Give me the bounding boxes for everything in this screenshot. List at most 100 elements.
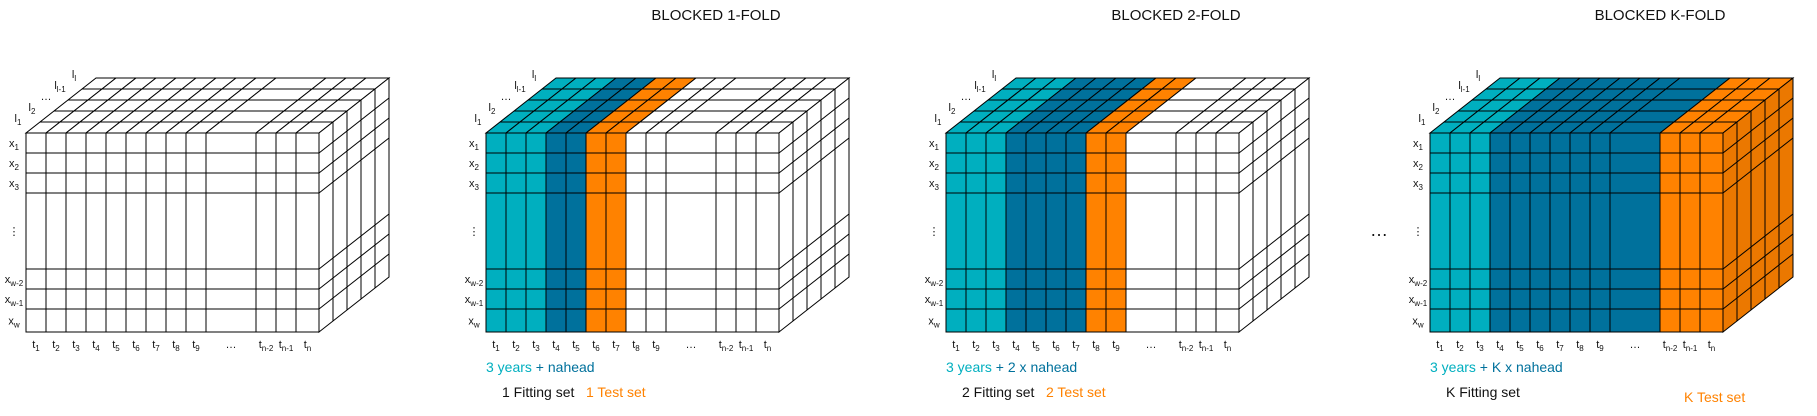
test-set-label: 1 Test set xyxy=(586,384,646,400)
right-row-line xyxy=(778,213,850,270)
right-row-line xyxy=(1722,233,1794,290)
col-label-5: t5 xyxy=(1032,339,1040,353)
front-col-9 xyxy=(1589,132,1611,333)
col-label-10: … xyxy=(226,339,237,351)
front-col-7 xyxy=(145,132,167,333)
col-label-10: … xyxy=(686,339,697,351)
col-label-10: … xyxy=(1146,339,1157,351)
col-label-2: t2 xyxy=(972,339,980,353)
right-row-line xyxy=(1238,253,1310,310)
col-label-8: t8 xyxy=(1576,339,1584,353)
row-label-1: x1 xyxy=(1413,138,1424,152)
col-label-12: tn-1 xyxy=(279,339,294,353)
col-label-13: tn xyxy=(304,339,312,353)
front-col-10 xyxy=(205,132,257,333)
col-label-5: t5 xyxy=(112,339,120,353)
depth-label-1: l1 xyxy=(475,113,482,127)
window-caption: 3 years + K x nahead xyxy=(1430,359,1563,375)
test-set-label: 2 Test set xyxy=(1046,384,1106,400)
col-label-7: t7 xyxy=(612,339,620,353)
depth-label-2: l2 xyxy=(949,102,956,116)
right-row-line xyxy=(1238,137,1310,194)
row-label-2: x2 xyxy=(469,158,480,172)
right-row-line xyxy=(318,233,390,290)
col-label-3: t3 xyxy=(72,339,80,353)
front-col-10 xyxy=(665,132,717,333)
col-label-3: t3 xyxy=(1476,339,1484,353)
depth-label-5: ll xyxy=(1476,69,1480,83)
cube-right-face xyxy=(1722,76,1794,334)
row-label-6: xw-1 xyxy=(465,294,484,308)
cube-right-face xyxy=(1238,76,1310,334)
test-set-label: K Test set xyxy=(1684,389,1745,405)
cube-right-face xyxy=(318,76,390,334)
front-col-13 xyxy=(295,132,320,333)
front-col-8 xyxy=(165,132,187,333)
front-col-3 xyxy=(65,132,87,333)
col-label-2: t2 xyxy=(512,339,520,353)
right-row-line xyxy=(318,97,390,154)
col-label-5: t5 xyxy=(1516,339,1524,353)
col-label-11: tn-2 xyxy=(1663,339,1678,353)
front-col-4 xyxy=(1005,132,1027,333)
depth-label-3: … xyxy=(961,91,972,103)
right-row-line xyxy=(1238,233,1310,290)
col-label-12: tn-1 xyxy=(1199,339,1214,353)
depth-label-5: ll xyxy=(532,69,536,83)
col-label-1: t1 xyxy=(492,339,500,353)
row-label-2: x2 xyxy=(1413,158,1424,172)
row-label-6: xw-1 xyxy=(1409,294,1428,308)
depth-label-3: … xyxy=(501,91,512,103)
col-label-11: tn-2 xyxy=(259,339,274,353)
front-col-11 xyxy=(1175,132,1197,333)
panel-4: x1 x2 x3 ⋮ xw-2 xw-1 xw t1 t2 t3 t4 t5 t6 t7 t8 t9 … tn-2… xyxy=(1409,7,1795,405)
depth-label-2: l2 xyxy=(489,102,496,116)
fitting-set-label: 1 Fitting set xyxy=(502,384,574,400)
front-col-8 xyxy=(1569,132,1591,333)
col-label-6: t6 xyxy=(1536,339,1544,353)
front-col-11 xyxy=(715,132,737,333)
panel-3: x1 x2 x3 ⋮ xw-2 xw-1 xw t1 t2 t3 t4 t5 t6 t7 t8 t9 … tn-2… xyxy=(925,7,1311,400)
col-label-5: t5 xyxy=(572,339,580,353)
front-col-8 xyxy=(1085,132,1107,333)
col-label-4: t4 xyxy=(1496,339,1504,353)
front-col-1 xyxy=(945,132,967,333)
front-col-3 xyxy=(1469,132,1491,333)
front-col-9 xyxy=(645,132,667,333)
col-label-12: tn-1 xyxy=(739,339,754,353)
right-row-line xyxy=(318,117,390,174)
window-caption: 3 years + nahead xyxy=(486,359,595,375)
right-row-line xyxy=(778,97,850,154)
row-label-2: x2 xyxy=(929,158,940,172)
depth-label-3: … xyxy=(41,91,52,103)
front-col-5 xyxy=(1509,132,1531,333)
cube-front-face xyxy=(25,132,320,333)
col-label-1: t1 xyxy=(32,339,40,353)
depth-label-4: ll-1 xyxy=(974,80,986,94)
fitting-set-label: K Fitting set xyxy=(1446,384,1520,400)
row-label-4: ⋮ xyxy=(469,226,480,238)
col-label-4: t4 xyxy=(1012,339,1020,353)
panel-title: BLOCKED K-FOLD xyxy=(1595,7,1726,24)
col-label-6: t6 xyxy=(132,339,140,353)
front-col-3 xyxy=(985,132,1007,333)
front-col-5 xyxy=(565,132,587,333)
front-col-6 xyxy=(125,132,147,333)
front-col-4 xyxy=(545,132,567,333)
depth-label-1: l1 xyxy=(15,113,22,127)
cube-front-face xyxy=(1429,132,1724,333)
front-col-9 xyxy=(185,132,207,333)
front-col-5 xyxy=(1025,132,1047,333)
front-col-10 xyxy=(1125,132,1177,333)
cube-front-face xyxy=(485,132,780,333)
right-row-line xyxy=(318,137,390,194)
right-row-line xyxy=(1238,117,1310,174)
front-col-2 xyxy=(965,132,987,333)
right-row-line xyxy=(778,253,850,310)
depth-label-4: ll-1 xyxy=(54,80,66,94)
front-col-13 xyxy=(755,132,780,333)
row-label-5: xw-2 xyxy=(465,274,484,288)
panel-title: BLOCKED 1-FOLD xyxy=(651,7,780,24)
col-label-1: t1 xyxy=(1436,339,1444,353)
